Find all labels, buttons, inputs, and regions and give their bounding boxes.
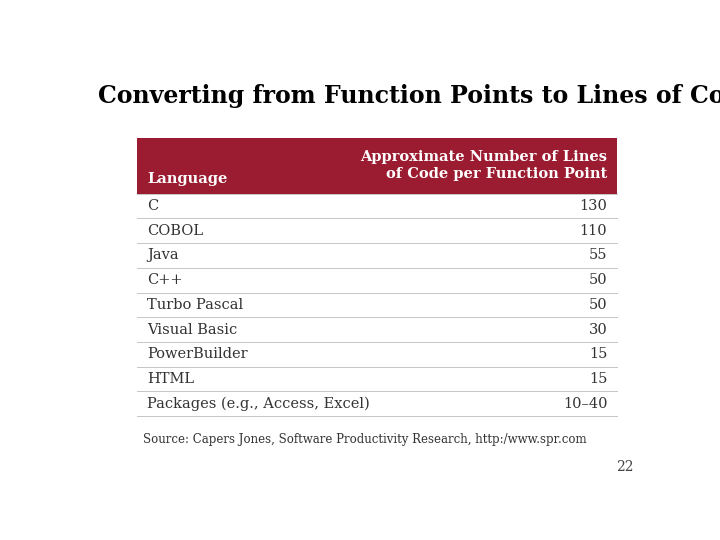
Text: Converting from Function Points to Lines of Code: Converting from Function Points to Lines… [99, 84, 720, 107]
Text: Approximate Number of Lines
of Code per Function Point: Approximate Number of Lines of Code per … [360, 150, 607, 181]
Text: 50: 50 [589, 298, 607, 312]
Text: 50: 50 [589, 273, 607, 287]
Text: C: C [148, 199, 158, 213]
Text: Java: Java [148, 248, 179, 262]
Text: 22: 22 [616, 461, 634, 474]
Text: PowerBuilder: PowerBuilder [148, 347, 248, 361]
Text: 130: 130 [580, 199, 607, 213]
Text: 15: 15 [589, 372, 607, 386]
Text: C++: C++ [148, 273, 183, 287]
Text: COBOL: COBOL [148, 224, 204, 238]
Text: Packages (e.g., Access, Excel): Packages (e.g., Access, Excel) [148, 396, 370, 411]
Bar [138, 138, 617, 194]
Text: Turbo Pascal: Turbo Pascal [148, 298, 243, 312]
Text: Language: Language [148, 172, 228, 186]
Text: 15: 15 [589, 347, 607, 361]
Text: 10–40: 10–40 [563, 397, 607, 411]
Text: 110: 110 [580, 224, 607, 238]
Text: HTML: HTML [148, 372, 194, 386]
Text: Visual Basic: Visual Basic [148, 322, 238, 336]
Text: 30: 30 [588, 322, 607, 336]
Text: Source: Capers Jones, Software Productivity Research, http:/www.spr.com: Source: Capers Jones, Software Productiv… [143, 433, 587, 446]
Text: 55: 55 [589, 248, 607, 262]
